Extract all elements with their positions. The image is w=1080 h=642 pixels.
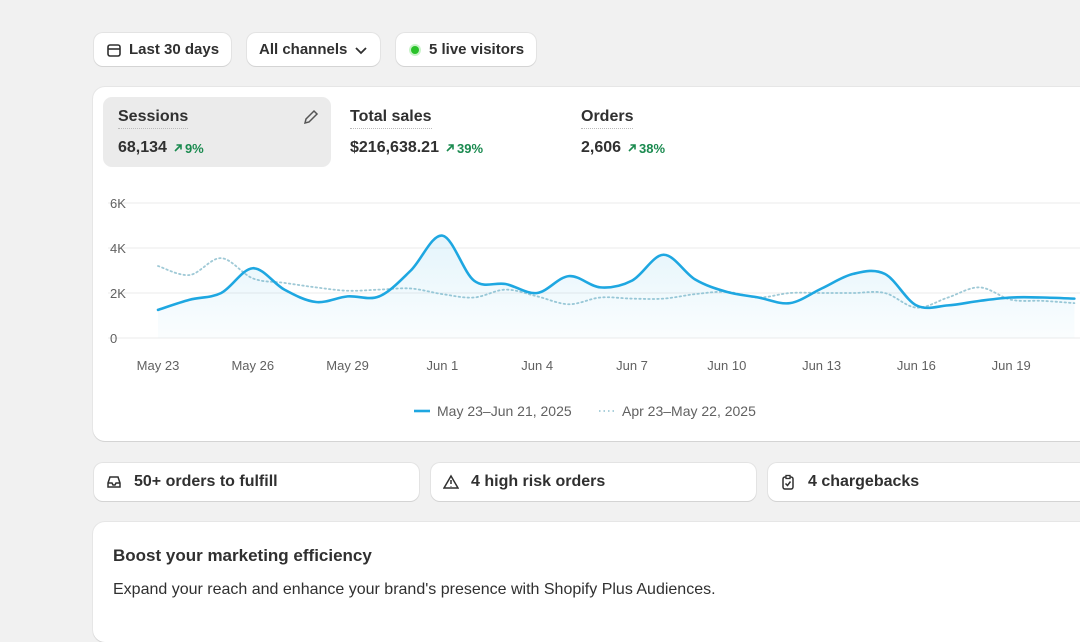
metric: Sessions 68,134 9% xyxy=(118,108,204,157)
sessions-tile[interactable] xyxy=(103,97,331,167)
metric-change: 39% xyxy=(445,141,483,156)
metric: Total sales $216,638.21 39% xyxy=(350,108,483,157)
x-tick-label: Jun 4 xyxy=(521,358,553,373)
x-tick-label: Jun 1 xyxy=(426,358,458,373)
live-visitors-label: 5 live visitors xyxy=(429,41,525,58)
series-line xyxy=(156,234,1076,312)
task-icon xyxy=(443,474,459,489)
x-tick-label: Jun 19 xyxy=(992,358,1031,373)
x-tick-label: May 29 xyxy=(326,358,369,373)
x-tick-label: Jun 7 xyxy=(616,358,648,373)
channel-filter-label: All channels xyxy=(259,41,348,58)
edit-icon[interactable] xyxy=(302,108,320,126)
task-label: 50+ orders to fulfill xyxy=(134,473,278,490)
metric-change: 38% xyxy=(627,141,665,156)
date-filter-label: Last 30 days xyxy=(129,41,220,58)
task-label: 4 high risk orders xyxy=(471,473,606,490)
metric-value: 2,606 xyxy=(581,139,622,156)
x-tick-label: Jun 16 xyxy=(897,358,936,373)
up-arrow xyxy=(446,144,454,152)
metric-label: Orders xyxy=(581,108,634,129)
metric-label: Total sales xyxy=(350,108,432,129)
y-tick-label: 2K xyxy=(110,286,126,301)
metric: Orders 2,606 38% xyxy=(581,108,665,157)
promo-text: Expand your reach and enhance your brand… xyxy=(113,581,716,598)
page: Last 30 days All channels 5 live visitor… xyxy=(93,33,1080,642)
calendar-icon xyxy=(107,43,121,57)
task-button[interactable]: 50+ orders to fulfill xyxy=(94,463,419,501)
metric-value: $216,638.21 xyxy=(350,139,439,156)
metric-value: 68,134 xyxy=(118,139,167,156)
task-icon xyxy=(107,476,121,488)
metric-value-row: 2,606 38% xyxy=(581,139,665,157)
task-label: 4 chargebacks xyxy=(808,473,920,490)
up-arrow xyxy=(628,144,636,152)
metric-value-row: 68,134 9% xyxy=(118,139,204,157)
metric-change-value: 39% xyxy=(456,140,484,156)
y-tick-label: 4K xyxy=(110,241,126,256)
promo-card: Boost your marketing efficiency Expand y… xyxy=(93,522,1080,642)
chevron-icon xyxy=(355,46,367,54)
legend-label: Apr 23–May 22, 2025 xyxy=(622,403,756,419)
sessions-chart: 0 2K 4K 6K May 23 May 26 May 29 Jun 1 Jun 4 Jun 7… xyxy=(108,196,1080,419)
up-arrow xyxy=(174,144,182,152)
task-icon xyxy=(782,474,794,490)
y-tick-label: 6K xyxy=(110,196,126,211)
live-dot xyxy=(409,43,421,56)
task-button[interactable]: 4 high risk orders xyxy=(431,463,756,501)
task-button[interactable]: 4 chargebacks xyxy=(768,463,1080,501)
live-visitors[interactable]: 5 live visitors xyxy=(396,33,537,66)
metric-change-value: 38% xyxy=(639,140,666,156)
metric-change-value: 9% xyxy=(184,140,204,156)
x-tick-label: May 26 xyxy=(231,358,274,373)
metric-change: 9% xyxy=(173,141,204,156)
promo-title: Boost your marketing efficiency xyxy=(113,546,372,565)
y-tick-label: 0 xyxy=(110,331,117,346)
metric-value-row: $216,638.21 39% xyxy=(350,139,483,157)
x-tick-label: May 23 xyxy=(137,358,180,373)
date-filter[interactable]: Last 30 days xyxy=(94,33,232,66)
metric-label: Sessions xyxy=(118,108,189,129)
channel-filter[interactable]: All channels xyxy=(247,33,381,66)
x-tick-label: Jun 13 xyxy=(802,358,841,373)
legend-label: May 23–Jun 21, 2025 xyxy=(437,403,572,419)
x-tick-label: Jun 10 xyxy=(707,358,746,373)
